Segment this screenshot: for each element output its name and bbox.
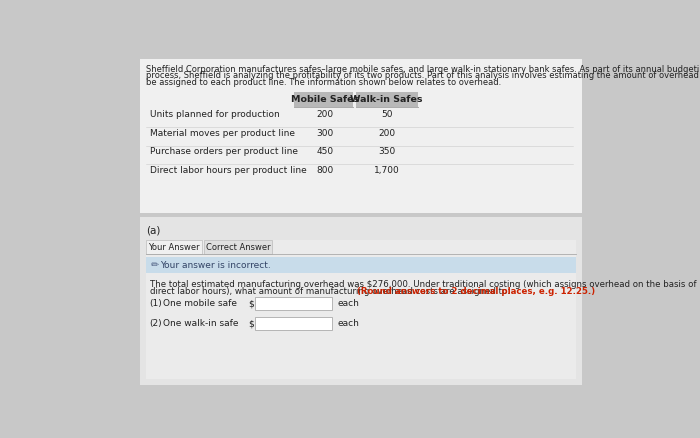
Text: each: each <box>337 319 359 328</box>
Text: 800: 800 <box>316 166 333 175</box>
Text: (2): (2) <box>150 319 162 328</box>
Bar <box>255 318 332 330</box>
Bar <box>294 92 353 107</box>
Text: One mobile safe: One mobile safe <box>163 299 237 308</box>
Text: Sheffield Corporation manufactures safes–large mobile safes, and large walk-in s: Sheffield Corporation manufactures safes… <box>146 65 700 74</box>
Text: The total estimated manufacturing overhead was $276,000. Under traditional costi: The total estimated manufacturing overhe… <box>150 280 696 290</box>
Bar <box>146 240 575 379</box>
Text: Material moves per product line: Material moves per product line <box>150 129 295 138</box>
Text: (1): (1) <box>150 299 162 308</box>
Text: (a): (a) <box>146 225 161 235</box>
Text: Direct labor hours per product line: Direct labor hours per product line <box>150 166 307 175</box>
Text: 50: 50 <box>381 110 393 120</box>
Text: (Round answers to 2 decimal places, e.g. 12.25.): (Round answers to 2 decimal places, e.g.… <box>357 287 595 297</box>
Text: Units planned for production: Units planned for production <box>150 110 279 120</box>
Text: $: $ <box>248 319 255 328</box>
Bar <box>140 59 582 213</box>
Text: Your Answer: Your Answer <box>148 243 200 252</box>
Text: each: each <box>337 299 359 308</box>
Text: $: $ <box>248 299 255 308</box>
Bar <box>255 297 332 310</box>
Bar <box>146 240 202 254</box>
Text: 1,700: 1,700 <box>374 166 400 175</box>
Text: Walk-in Safes: Walk-in Safes <box>351 95 423 104</box>
Text: 450: 450 <box>316 148 333 156</box>
Text: Correct Answer: Correct Answer <box>206 243 270 252</box>
Text: Your answer is incorrect.: Your answer is incorrect. <box>160 261 271 269</box>
Text: process, Sheffield is analyzing the profitability of its two products. Part of t: process, Sheffield is analyzing the prof… <box>146 71 700 81</box>
Text: direct labor hours), what amount of manufacturing overhead costs are assigned to: direct labor hours), what amount of manu… <box>150 287 512 297</box>
Bar <box>140 217 582 385</box>
Text: 300: 300 <box>316 129 333 138</box>
Text: be assigned to each product line. The information shown below relates to overhea: be assigned to each product line. The in… <box>146 78 502 87</box>
Text: 200: 200 <box>378 129 395 138</box>
Text: 350: 350 <box>378 148 395 156</box>
Text: One walk-in safe: One walk-in safe <box>163 319 239 328</box>
Bar <box>204 240 272 254</box>
Text: Purchase orders per product line: Purchase orders per product line <box>150 148 298 156</box>
Bar <box>146 258 575 273</box>
Bar <box>356 92 418 107</box>
Text: Mobile Safes: Mobile Safes <box>290 95 358 104</box>
Text: 200: 200 <box>316 110 333 120</box>
Text: ✏: ✏ <box>151 260 159 270</box>
